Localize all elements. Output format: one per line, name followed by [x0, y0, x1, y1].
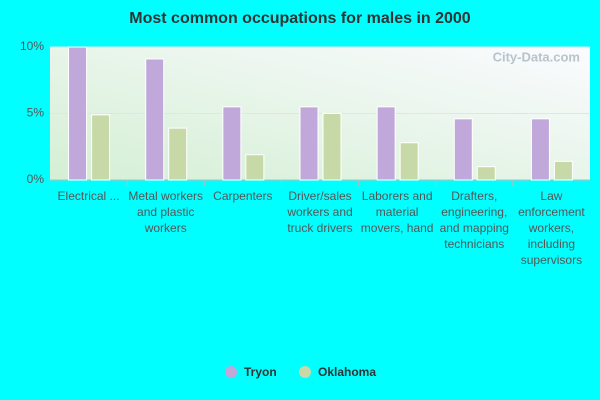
watermark: City-Data.com — [493, 49, 580, 64]
bar — [222, 106, 242, 181]
x-tick-label: Electrical ... — [57, 189, 120, 203]
bar — [376, 106, 396, 181]
x-tick-label: Laborers and material movers, hand — [360, 189, 434, 235]
bar — [145, 58, 165, 181]
x-tick-label: Metal workers and plastic workers — [128, 189, 204, 235]
legend-swatch — [225, 366, 237, 378]
bar — [299, 106, 319, 181]
bar — [91, 114, 111, 181]
chart-title: Most common occupations for males in 200… — [129, 10, 471, 27]
bar — [553, 160, 573, 181]
y-tick-label: 10% — [20, 39, 44, 53]
bar — [453, 118, 473, 181]
bar — [245, 154, 265, 181]
bar — [322, 113, 342, 181]
legend-label: Oklahoma — [318, 365, 376, 379]
legend-swatch — [299, 366, 311, 378]
y-tick-label: 0% — [27, 172, 45, 186]
bar — [476, 166, 496, 181]
x-tick-label: Carpenters — [213, 189, 273, 203]
bar — [68, 46, 88, 181]
bar — [530, 118, 550, 181]
bar — [168, 127, 188, 181]
x-tick-label: Driver/sales workers and truck drivers — [287, 189, 353, 235]
legend-label: Tryon — [244, 365, 277, 379]
y-tick-label: 5% — [27, 106, 45, 120]
x-tick-label: Law enforcement workers, including super… — [518, 189, 585, 267]
x-tick-label: Drafters, engineering, and mapping techn… — [439, 189, 509, 251]
bar — [399, 142, 419, 181]
